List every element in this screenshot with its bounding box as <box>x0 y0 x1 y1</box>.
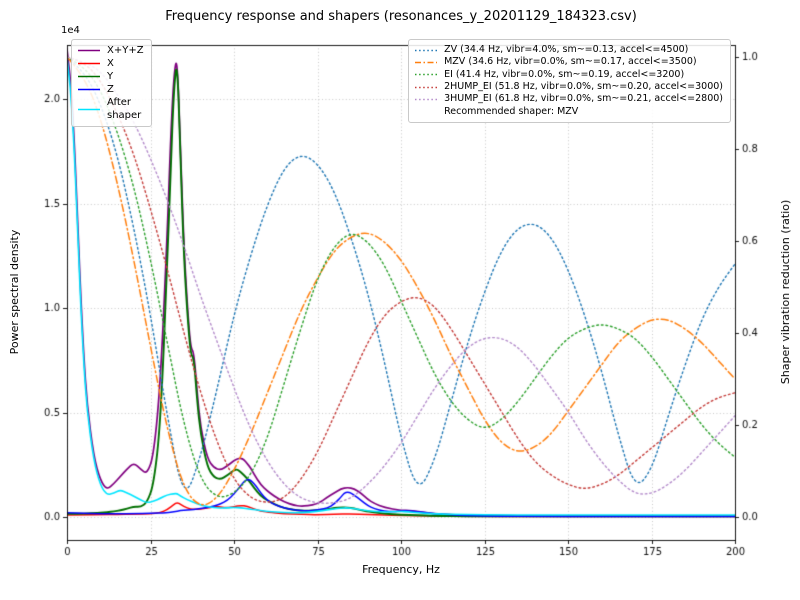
legend-entry: Recommended shaper: MZV <box>414 106 723 118</box>
legend-line-swatch <box>415 61 438 64</box>
legend-entry-label: After shaper <box>107 97 142 121</box>
legend-entry-label: X+Y+Z <box>107 45 144 56</box>
legend-entry: X <box>77 57 144 70</box>
legend-line-swatch <box>78 88 100 91</box>
legend-entry-label: MZV (34.6 Hz, vibr=0.0%, sm~=0.17, accel… <box>444 56 697 68</box>
legend-line-swatch <box>78 108 100 110</box>
legend-entry: X+Y+Z <box>77 44 144 57</box>
legend-entry: 3HUMP_EI (61.8 Hz, vibr=0.0%, sm~=0.21, … <box>414 93 723 105</box>
legend-entry: After shaper <box>77 96 144 122</box>
x-axis-label: Frequency, Hz <box>362 563 440 576</box>
legend-entry-label: EI (41.4 Hz, vibr=0.0%, sm~=0.19, accel<… <box>444 68 685 80</box>
legend-entry: EI (41.4 Hz, vibr=0.0%, sm~=0.19, accel<… <box>414 69 723 81</box>
legend-entry-label: Z <box>107 84 114 95</box>
legend-line-swatch <box>78 49 100 52</box>
legend-line-swatch <box>415 86 438 89</box>
legend-entry-label: 3HUMP_EI (61.8 Hz, vibr=0.0%, sm~=0.21, … <box>444 93 723 105</box>
y-axis-offset-label: 1e4 <box>61 25 80 36</box>
legend-footer-label: Recommended shaper: MZV <box>444 105 579 117</box>
legend-line-swatch <box>78 62 100 65</box>
legend-entry: Y <box>77 70 144 83</box>
legend-entry: ZV (34.4 Hz, vibr=4.0%, sm~=0.13, accel<… <box>414 44 723 56</box>
legend-line-swatch <box>415 98 438 101</box>
legend-entry-label: ZV (34.4 Hz, vibr=4.0%, sm~=0.13, accel<… <box>444 44 689 55</box>
legend-entry-label: X <box>107 58 114 69</box>
legend-line-swatch <box>415 74 438 76</box>
shaper-legend: ZV (34.4 Hz, vibr=4.0%, sm~=0.13, accel<… <box>408 39 731 124</box>
legend-entry: 2HUMP_EI (51.8 Hz, vibr=0.0%, sm~=0.20, … <box>414 81 723 93</box>
left-y-axis-label: Power spectral density <box>8 229 21 355</box>
legend-line-swatch <box>78 75 100 78</box>
psd-legend: X+Y+Z X Y Z After shaper <box>71 39 152 127</box>
legend-entry: Z <box>77 83 144 96</box>
legend-entry-label: 2HUMP_EI (51.8 Hz, vibr=0.0%, sm~=0.20, … <box>444 81 723 93</box>
legend-entry: MZV (34.6 Hz, vibr=0.0%, sm~=0.17, accel… <box>414 56 723 68</box>
legend-line-swatch <box>415 49 438 51</box>
right-y-axis-label: Shaper vibration reduction (ratio) <box>779 199 792 385</box>
chart-title: Frequency response and shapers (resonanc… <box>165 9 637 24</box>
legend-entry-label: Y <box>107 71 114 82</box>
